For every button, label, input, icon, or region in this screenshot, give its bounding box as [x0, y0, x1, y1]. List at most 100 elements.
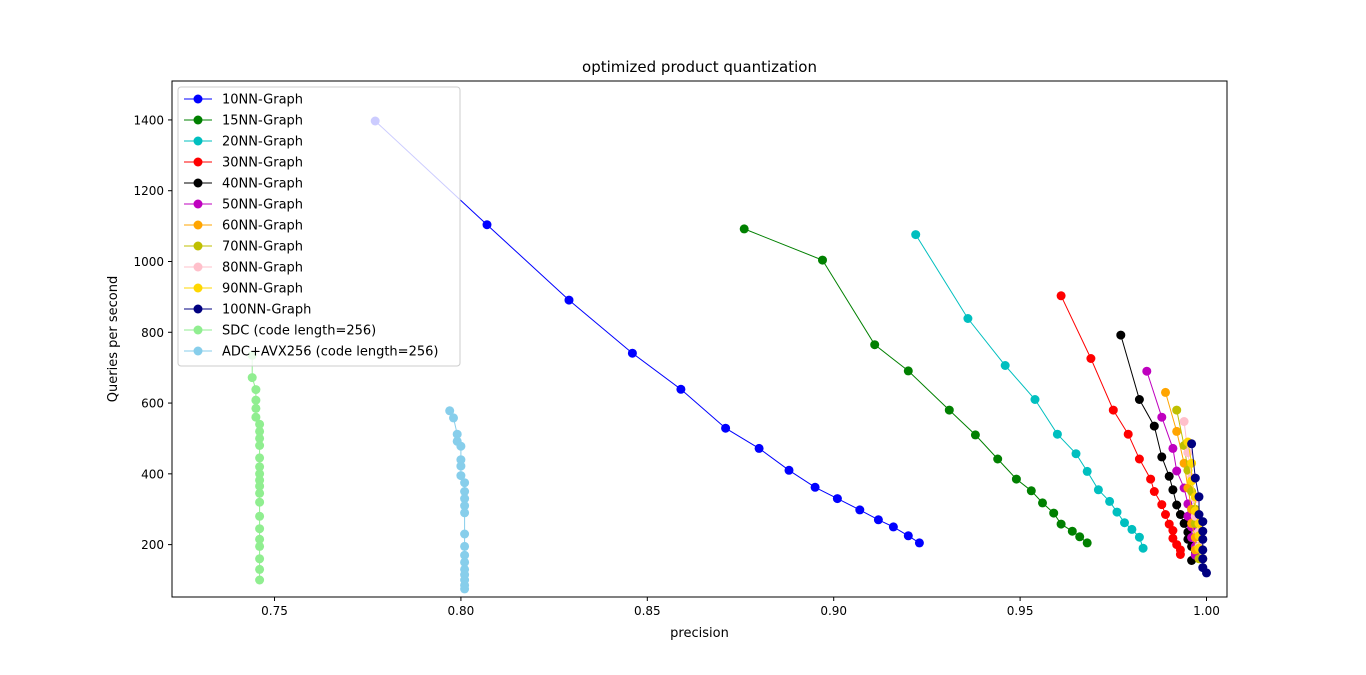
axis-ticks: 0.75 0.80 0.85 0.90 0.95 1.00 200 400 600 800 1000…: [133, 113, 1219, 618]
chart-title: optimized product quantization: [582, 58, 817, 76]
data-point: [1108, 405, 1118, 415]
data-point: [1198, 526, 1208, 536]
data-point: [832, 494, 842, 504]
data-point: [1116, 330, 1126, 340]
legend-marker: [193, 304, 203, 314]
data-point: [456, 461, 466, 471]
data-point: [1175, 510, 1185, 519]
data-point: [255, 554, 265, 564]
data-point: [1172, 405, 1182, 415]
data-point: [676, 384, 686, 394]
data-point: [1049, 508, 1059, 518]
data-point: [810, 482, 820, 492]
y-tick-label: 1000: [133, 255, 164, 269]
data-point: [460, 508, 470, 518]
data-point: [1082, 538, 1092, 548]
series-layer: [247, 116, 1211, 594]
data-point: [963, 314, 973, 323]
data-point: [1067, 526, 1077, 536]
legend-label: 100NN-Graph: [222, 303, 311, 318]
series-30nn-graph: [1056, 291, 1185, 559]
data-point: [888, 522, 898, 532]
data-point: [1198, 554, 1208, 564]
legend-item: 90NN-Graph: [184, 282, 303, 297]
data-point: [1038, 498, 1047, 508]
data-point: [970, 430, 980, 440]
data-point: [1086, 354, 1096, 363]
x-tick-label: 0.90: [820, 604, 847, 618]
data-point: [460, 550, 470, 560]
data-point: [903, 366, 913, 376]
data-point: [255, 488, 265, 498]
data-point: [255, 469, 265, 479]
data-point: [1138, 543, 1148, 553]
legend-marker: [193, 136, 203, 146]
data-point: [255, 426, 265, 436]
data-point: [460, 494, 470, 504]
legend-item: 80NN-Graph: [184, 261, 303, 276]
data-point: [1056, 291, 1066, 301]
data-point: [739, 224, 749, 234]
data-point: [784, 465, 794, 475]
legend-item: 50NN-Graph: [184, 198, 303, 213]
legend-item: 70NN-Graph: [184, 240, 303, 255]
data-point: [255, 541, 265, 551]
data-point: [627, 348, 637, 358]
legend-item: 30NN-Graph: [184, 156, 303, 171]
legend-item: 40NN-Graph: [184, 177, 303, 192]
data-point: [1168, 526, 1178, 535]
data-point: [255, 481, 265, 491]
data-point: [1164, 471, 1174, 481]
y-tick-label: 600: [141, 397, 164, 411]
x-tick-label: 0.95: [1007, 604, 1034, 618]
data-point: [251, 395, 261, 405]
data-point: [251, 385, 261, 395]
x-tick-label: 0.80: [448, 604, 475, 618]
data-point: [1179, 518, 1189, 528]
data-point: [1202, 568, 1211, 578]
series-15nn-graph: [739, 224, 1092, 548]
legend-marker: [193, 283, 203, 293]
legend-item: 15NN-Graph: [184, 114, 303, 129]
legend-label: 70NN-Graph: [222, 240, 303, 255]
legend-item: ADC+AVX256 (code length=256): [184, 345, 438, 360]
data-point: [460, 529, 470, 539]
data-point: [460, 584, 470, 594]
data-point: [1026, 486, 1036, 496]
data-point: [1175, 550, 1185, 559]
legend-label: 30NN-Graph: [222, 156, 303, 171]
data-point: [456, 455, 466, 465]
data-point: [1179, 417, 1189, 426]
legend-marker: [193, 241, 203, 251]
data-point: [1198, 517, 1208, 527]
legend-label: ADC+AVX256 (code length=256): [222, 345, 438, 360]
data-point: [255, 534, 265, 544]
data-point: [482, 220, 492, 230]
data-point: [564, 295, 574, 305]
data-point: [1172, 426, 1182, 436]
data-point: [247, 373, 257, 383]
data-point: [914, 538, 924, 548]
x-tick-label: 0.85: [634, 604, 661, 618]
data-point: [1146, 474, 1156, 484]
data-point: [460, 501, 470, 511]
legend-item: 20NN-Graph: [184, 135, 303, 150]
y-tick-label: 1200: [133, 184, 164, 198]
series-adc-avx256-code-length-256: [445, 406, 470, 594]
data-point: [456, 441, 466, 451]
data-point: [255, 433, 265, 443]
data-point: [1157, 452, 1167, 462]
data-point: [1112, 507, 1122, 517]
data-point: [1187, 439, 1197, 449]
data-point: [1187, 458, 1197, 468]
data-point: [1105, 496, 1115, 506]
data-point: [255, 453, 265, 463]
data-point: [255, 511, 265, 521]
data-point: [255, 564, 265, 574]
x-tick-label: 1.00: [1193, 604, 1220, 618]
data-point: [1000, 361, 1010, 370]
data-point: [255, 575, 265, 585]
legend-marker: [193, 115, 203, 125]
